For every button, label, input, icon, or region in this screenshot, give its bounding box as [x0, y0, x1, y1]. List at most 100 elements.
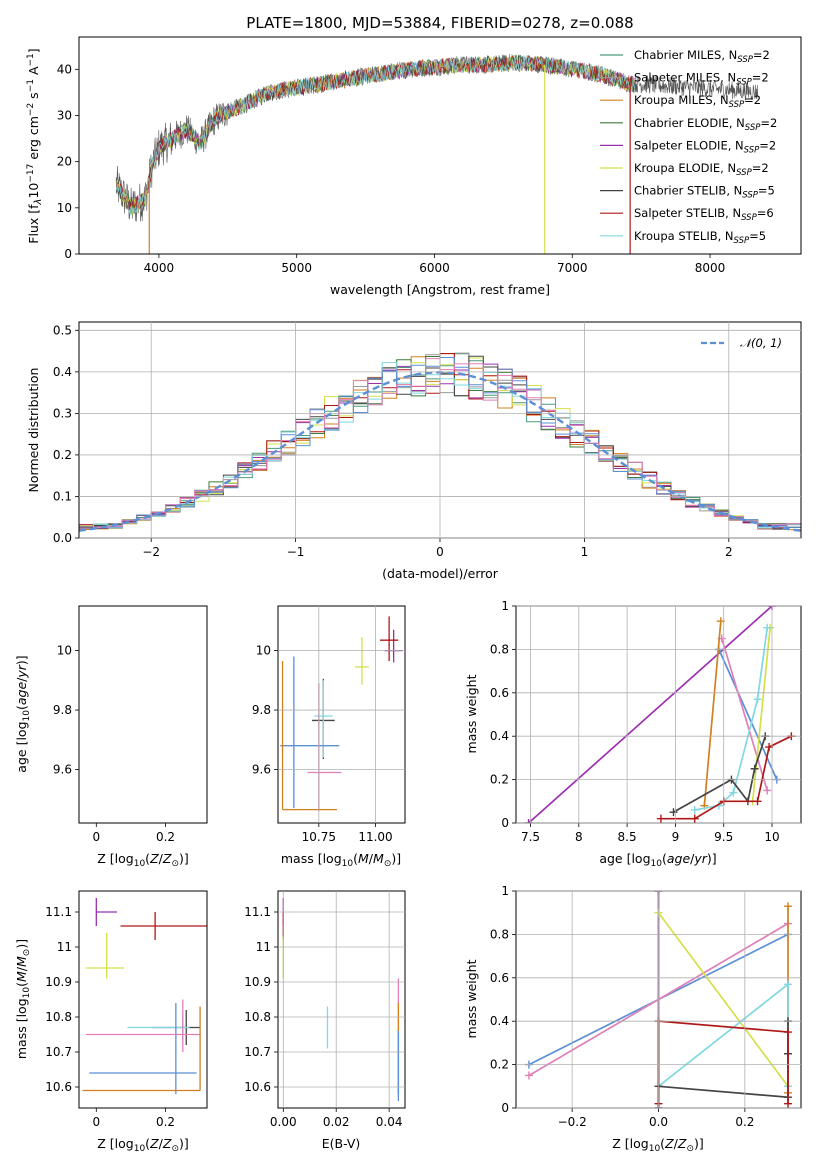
legend-value: =2 — [759, 138, 776, 152]
age-vs-mass-plot-area — [280, 616, 403, 812]
age-vs-z-x-tick-label: 0 — [92, 830, 100, 844]
weight-vs-age-ylabel: mass weight — [464, 674, 479, 753]
legend-label-4: Salpeter ELODIE, NSSP=2 — [634, 138, 776, 155]
legend-value: =2 — [744, 93, 761, 107]
age-vs-mass-frame — [277, 605, 406, 824]
mass-vs-z-y-tick-label: 10.9 — [45, 975, 72, 989]
legend-subscript: SSP — [737, 55, 753, 65]
mass-vs-ebv-xlabel: E(B-V) — [322, 1136, 361, 1151]
weight-vs-age-marker-5-4 — [763, 623, 772, 632]
weight-vs-z-y-tick-label: 1 — [501, 884, 509, 898]
age-vs-mass-x-tick-label: 11.00 — [358, 830, 392, 844]
weight-vs-z-ylabel: mass weight — [464, 959, 479, 1038]
weight-vs-z-x-tick-label: −0.2 — [558, 1115, 587, 1129]
residual-y-tick-label: 0.5 — [53, 323, 72, 337]
age-vs-z-y-tick-label: 9.8 — [53, 703, 72, 717]
spectrum-x-tick-label: 4000 — [144, 261, 175, 275]
residual-y-tick-label: 0.1 — [53, 489, 72, 503]
weight-vs-z-y-tick-label: 0.8 — [490, 927, 509, 941]
weight-vs-age-series-3 — [703, 621, 722, 806]
legend-label-0: Chabrier MILES, NSSP=2 — [634, 48, 770, 65]
age-vs-z-y-tick-label: 10 — [57, 644, 72, 658]
mass-vs-z-points — [82, 898, 207, 1094]
legend-subscript: SSP — [736, 78, 752, 88]
legend-value: =5 — [758, 184, 775, 198]
legend-label-7: Salpeter STELIB, NSSP=6 — [634, 206, 774, 223]
spectrum-x-tick-label: 7000 — [557, 261, 588, 275]
weight-vs-z-marker-3-1 — [784, 902, 793, 911]
weight-vs-age-marker-7-3 — [753, 797, 762, 806]
weight-vs-age-series-4 — [751, 627, 771, 802]
spectrum-frame — [78, 36, 802, 255]
weight-vs-age-x-tick-label: 8.5 — [618, 830, 637, 844]
legend-label-8: Kroupa STELIB, NSSP=5 — [634, 229, 766, 246]
mass-vs-ebv-x-tick-label: 0.00 — [270, 1115, 297, 1129]
mass-vs-z-x-tick-label: 0 — [92, 1115, 100, 1129]
mass-vs-z-y-tick-label: 10.7 — [45, 1045, 72, 1059]
mass-vs-ebv-y-tick-label: 10.9 — [244, 975, 271, 989]
weight-vs-z-xlabel: Z [log10(Z/Z⊙)] — [612, 1136, 704, 1154]
weight-vs-z-marker-2-0 — [524, 1071, 533, 1080]
mass-vs-ebv-points — [282, 898, 400, 1101]
mass-vs-ebv-y-tick-label: 10.7 — [244, 1045, 271, 1059]
residual-legend: 𝒩(0, 1) — [701, 336, 782, 350]
mass-vs-ebv-y-tick-label: 10.8 — [244, 1010, 271, 1024]
weight-vs-age-y-tick-label: 0.4 — [490, 729, 509, 743]
weight-vs-age-x-tick-label: 7.5 — [521, 830, 540, 844]
spectrum-y-tick-label: 30 — [57, 108, 72, 122]
residual-y-tick-label: 0.2 — [53, 448, 72, 462]
weight-vs-z-panel: −0.2 0.0 0.2 0 0.2 0.4 0.6 0.8 1 Z [log10(Z/Z⊙)]… — [464, 884, 802, 1154]
legend-value: =5 — [749, 229, 766, 243]
weight-vs-age-lines — [524, 606, 796, 823]
weight-vs-z-marker-5-1 — [784, 980, 793, 989]
age-vs-z-frame — [78, 605, 208, 824]
residual-x-tick-label: 1 — [581, 545, 589, 559]
age-vs-mass-y-tick-label: 9.6 — [252, 762, 271, 776]
weight-vs-age-series-0 — [528, 606, 773, 823]
age-vs-z-panel: 0 0.2 9.6 9.8 10 Z [log10(Z/Z⊙)] age [log10(… — [14, 605, 213, 869]
weight-vs-age-frame — [515, 605, 802, 824]
weight-vs-age-marker-0-0 — [524, 819, 533, 823]
age-vs-z-xlabel: Z [log10(Z/Z⊙)] — [97, 851, 189, 869]
residual-xlabel: (data-model)/error — [382, 566, 499, 581]
age-vs-mass-xlabel: mass [log10(M/M⊙)] — [281, 851, 401, 869]
age-vs-mass-y-tick-label: 10 — [256, 644, 271, 658]
residual-ticks: −2 −1 0 1 2 0.0 0.1 0.2 0.3 0.4 0.5 — [53, 322, 801, 559]
spectrum-y-tick-label: 0 — [64, 247, 72, 261]
residual-x-tick-label: −2 — [142, 545, 160, 559]
weight-vs-age-x-tick-label: 10 — [764, 830, 779, 844]
age-vs-z-x-tick-label: 0.2 — [156, 830, 175, 844]
age-vs-z-ylabel: age [log10(age/yr)] — [14, 655, 32, 772]
legend-subscript: SSP — [736, 168, 752, 178]
residual-ylabel: Normed distribution — [26, 368, 41, 493]
weight-vs-age-marker-5-3 — [753, 695, 762, 704]
spectrum-y-tick-label: 40 — [57, 62, 72, 76]
age-vs-mass-points — [280, 616, 403, 812]
age-vs-z-ticks: 0 0.2 9.6 9.8 10 — [53, 644, 175, 844]
weight-vs-z-y-tick-label: 0.4 — [490, 1014, 509, 1028]
spectrum-ticks: 4000 5000 6000 7000 8000 0 10 20 30 40 — [57, 62, 726, 275]
weight-vs-z-y-tick-label: 0.6 — [490, 971, 509, 985]
age-vs-z-plot-area — [82, 616, 213, 811]
legend-subscript: SSP — [744, 145, 760, 155]
mass-vs-ebv-frame — [277, 890, 406, 1109]
weight-vs-age-y-tick-label: 1 — [501, 599, 509, 613]
weight-vs-age-marker-7-1 — [690, 814, 699, 823]
spectrum-y-tick-label: 20 — [57, 155, 72, 169]
spectrum-y-tick-label: 10 — [57, 201, 72, 215]
residual-x-tick-label: −1 — [287, 545, 305, 559]
weight-vs-age-panel: 7.5 8 8.5 9 9.5 10 0 0.2 0.4 0.6 0.8 1 age [log10(a… — [464, 599, 802, 869]
weight-vs-age-marker-5-2 — [729, 788, 738, 797]
weight-vs-z-x-tick-label: 0.2 — [735, 1115, 754, 1129]
residual-y-tick-label: 0.3 — [53, 406, 72, 420]
weight-vs-z-x-tick-label: 0.0 — [649, 1115, 668, 1129]
legend-value: =6 — [757, 206, 774, 220]
weight-vs-age-series-2 — [720, 638, 769, 791]
weight-vs-age-y-tick-label: 0 — [501, 816, 509, 830]
spectrum-title: PLATE=1800, MJD=53884, FIBERID=0278, z=0… — [246, 14, 633, 32]
residual-panel: −2 −1 0 1 2 0.0 0.1 0.2 0.3 0.4 0.5 (data-model)/e… — [26, 321, 802, 581]
legend-value: =2 — [752, 71, 769, 85]
residual-x-tick-label: 0 — [436, 545, 444, 559]
legend-subscript: SSP — [734, 236, 750, 246]
